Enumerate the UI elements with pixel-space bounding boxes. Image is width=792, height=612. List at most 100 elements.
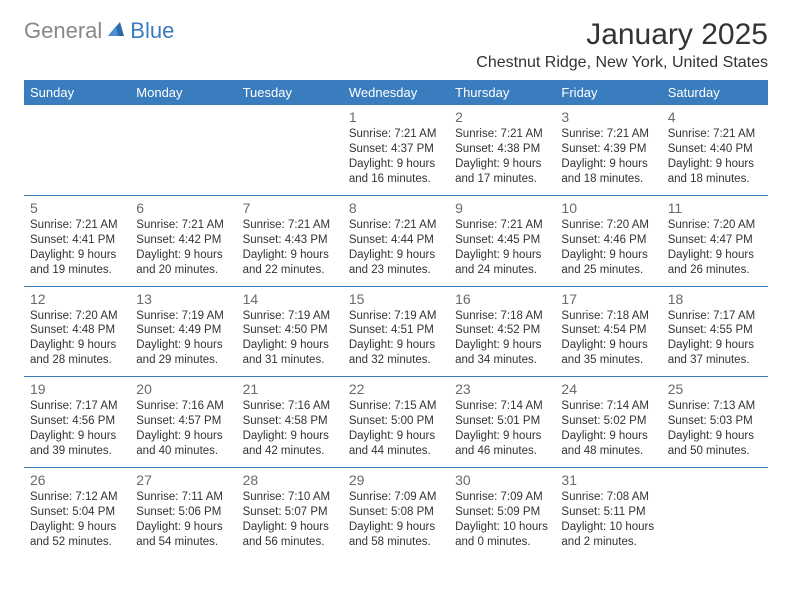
calendar-week-row: 26Sunrise: 7:12 AMSunset: 5:04 PMDayligh… <box>24 468 768 558</box>
day-info: Sunrise: 7:17 AMSunset: 4:55 PMDaylight:… <box>668 309 762 369</box>
day-number: 3 <box>561 109 655 125</box>
calendar-empty-cell <box>130 105 236 195</box>
sunrise-line: Sunrise: 7:18 AM <box>561 309 655 324</box>
day-info: Sunrise: 7:21 AMSunset: 4:42 PMDaylight:… <box>136 218 230 278</box>
calendar-day-cell: 9Sunrise: 7:21 AMSunset: 4:45 PMDaylight… <box>449 195 555 286</box>
day-info: Sunrise: 7:19 AMSunset: 4:50 PMDaylight:… <box>243 309 337 369</box>
daylight-line: Daylight: 9 hours and 50 minutes. <box>668 429 762 459</box>
sunrise-line: Sunrise: 7:19 AM <box>243 309 337 324</box>
day-number: 5 <box>30 200 124 216</box>
sunrise-line: Sunrise: 7:20 AM <box>30 309 124 324</box>
daylight-line: Daylight: 9 hours and 22 minutes. <box>243 248 337 278</box>
sunset-line: Sunset: 4:55 PM <box>668 323 762 338</box>
day-info: Sunrise: 7:18 AMSunset: 4:54 PMDaylight:… <box>561 309 655 369</box>
calendar-day-cell: 26Sunrise: 7:12 AMSunset: 5:04 PMDayligh… <box>24 468 130 558</box>
sunset-line: Sunset: 5:07 PM <box>243 505 337 520</box>
day-number: 25 <box>668 381 762 397</box>
month-title: January 2025 <box>476 18 768 52</box>
sunrise-line: Sunrise: 7:18 AM <box>455 309 549 324</box>
sunset-line: Sunset: 4:41 PM <box>30 233 124 248</box>
day-info: Sunrise: 7:14 AMSunset: 5:01 PMDaylight:… <box>455 399 549 459</box>
sunset-line: Sunset: 5:06 PM <box>136 505 230 520</box>
day-number: 7 <box>243 200 337 216</box>
weekday-header: Friday <box>555 80 661 105</box>
sunrise-line: Sunrise: 7:21 AM <box>668 127 762 142</box>
day-number: 13 <box>136 291 230 307</box>
day-number: 30 <box>455 472 549 488</box>
calendar-day-cell: 22Sunrise: 7:15 AMSunset: 5:00 PMDayligh… <box>343 377 449 468</box>
daylight-line: Daylight: 9 hours and 54 minutes. <box>136 520 230 550</box>
daylight-line: Daylight: 9 hours and 25 minutes. <box>561 248 655 278</box>
day-number: 16 <box>455 291 549 307</box>
daylight-line: Daylight: 9 hours and 16 minutes. <box>349 157 443 187</box>
calendar-day-cell: 16 Sunrise: 7:18 AMSunset: 4:52 PMDayligh… <box>449 286 555 377</box>
sunset-line: Sunset: 5:01 PM <box>455 414 549 429</box>
sunset-line: Sunset: 4:40 PM <box>668 142 762 157</box>
day-number: 19 <box>30 381 124 397</box>
sunrise-line: Sunrise: 7:11 AM <box>136 490 230 505</box>
daylight-line: Daylight: 9 hours and 18 minutes. <box>561 157 655 187</box>
sunset-line: Sunset: 4:56 PM <box>30 414 124 429</box>
day-info: Sunrise: 7:17 AMSunset: 4:56 PMDaylight:… <box>30 399 124 459</box>
calendar-day-cell: 6Sunrise: 7:21 AMSunset: 4:42 PMDaylight… <box>130 195 236 286</box>
sunset-line: Sunset: 5:04 PM <box>30 505 124 520</box>
sunset-line: Sunset: 5:11 PM <box>561 505 655 520</box>
calendar-day-cell: 18 Sunrise: 7:17 AMSunset: 4:55 PMDayligh… <box>662 286 768 377</box>
sunset-line: Sunset: 4:46 PM <box>561 233 655 248</box>
day-info: Sunrise: 7:21 AMSunset: 4:39 PMDaylight:… <box>561 127 655 187</box>
day-number: 9 <box>455 200 549 216</box>
calendar-day-cell: 12Sunrise: 7:20 AMSunset: 4:48 PMDayligh… <box>24 286 130 377</box>
day-info: Sunrise: 7:14 AMSunset: 5:02 PMDaylight:… <box>561 399 655 459</box>
day-info: Sunrise: 7:18 AMSunset: 4:52 PMDaylight:… <box>455 309 549 369</box>
day-number: 23 <box>455 381 549 397</box>
sunset-line: Sunset: 4:49 PM <box>136 323 230 338</box>
sunrise-line: Sunrise: 7:15 AM <box>349 399 443 414</box>
daylight-line: Daylight: 9 hours and 24 minutes. <box>455 248 549 278</box>
sunset-line: Sunset: 5:03 PM <box>668 414 762 429</box>
logo-text-blue: Blue <box>130 18 174 44</box>
day-info: Sunrise: 7:20 AMSunset: 4:48 PMDaylight:… <box>30 309 124 369</box>
sunset-line: Sunset: 4:37 PM <box>349 142 443 157</box>
sunrise-line: Sunrise: 7:13 AM <box>668 399 762 414</box>
calendar-week-row: 1Sunrise: 7:21 AMSunset: 4:37 PMDaylight… <box>24 105 768 195</box>
day-number: 24 <box>561 381 655 397</box>
day-number: 11 <box>668 200 762 216</box>
calendar-day-cell: 4Sunrise: 7:21 AMSunset: 4:40 PMDaylight… <box>662 105 768 195</box>
daylight-line: Daylight: 9 hours and 26 minutes. <box>668 248 762 278</box>
daylight-line: Daylight: 9 hours and 29 minutes. <box>136 338 230 368</box>
day-info: Sunrise: 7:13 AMSunset: 5:03 PMDaylight:… <box>668 399 762 459</box>
sunrise-line: Sunrise: 7:09 AM <box>455 490 549 505</box>
daylight-line: Daylight: 9 hours and 40 minutes. <box>136 429 230 459</box>
day-info: Sunrise: 7:21 AMSunset: 4:37 PMDaylight:… <box>349 127 443 187</box>
day-info: Sunrise: 7:21 AMSunset: 4:43 PMDaylight:… <box>243 218 337 278</box>
calendar-day-cell: 14Sunrise: 7:19 AMSunset: 4:50 PMDayligh… <box>237 286 343 377</box>
calendar-week-row: 5Sunrise: 7:21 AMSunset: 4:41 PMDaylight… <box>24 195 768 286</box>
day-info: Sunrise: 7:21 AMSunset: 4:38 PMDaylight:… <box>455 127 549 187</box>
daylight-line: Daylight: 9 hours and 39 minutes. <box>30 429 124 459</box>
sunset-line: Sunset: 4:48 PM <box>30 323 124 338</box>
day-number: 2 <box>455 109 549 125</box>
sunrise-line: Sunrise: 7:21 AM <box>455 127 549 142</box>
calendar-day-cell: 7 Sunrise: 7:21 AMSunset: 4:43 PMDaylight… <box>237 195 343 286</box>
calendar-empty-cell <box>662 468 768 558</box>
daylight-line: Daylight: 9 hours and 23 minutes. <box>349 248 443 278</box>
day-number: 18 <box>668 291 762 307</box>
day-number: 26 <box>30 472 124 488</box>
sunrise-line: Sunrise: 7:14 AM <box>455 399 549 414</box>
day-info: Sunrise: 7:19 AMSunset: 4:51 PMDaylight:… <box>349 309 443 369</box>
daylight-line: Daylight: 9 hours and 32 minutes. <box>349 338 443 368</box>
sunrise-line: Sunrise: 7:08 AM <box>561 490 655 505</box>
sunset-line: Sunset: 4:38 PM <box>455 142 549 157</box>
day-number: 28 <box>243 472 337 488</box>
daylight-line: Daylight: 9 hours and 56 minutes. <box>243 520 337 550</box>
calendar-day-cell: 30Sunrise: 7:09 AMSunset: 5:09 PMDayligh… <box>449 468 555 558</box>
sunset-line: Sunset: 4:47 PM <box>668 233 762 248</box>
weekday-header-row: SundayMondayTuesdayWednesdayThursdayFrid… <box>24 80 768 105</box>
day-number: 10 <box>561 200 655 216</box>
daylight-line: Daylight: 9 hours and 20 minutes. <box>136 248 230 278</box>
day-number: 21 <box>243 381 337 397</box>
daylight-line: Daylight: 9 hours and 31 minutes. <box>243 338 337 368</box>
day-info: Sunrise: 7:08 AMSunset: 5:11 PMDaylight:… <box>561 490 655 550</box>
logo-text-general: General <box>24 18 102 44</box>
daylight-line: Daylight: 9 hours and 42 minutes. <box>243 429 337 459</box>
